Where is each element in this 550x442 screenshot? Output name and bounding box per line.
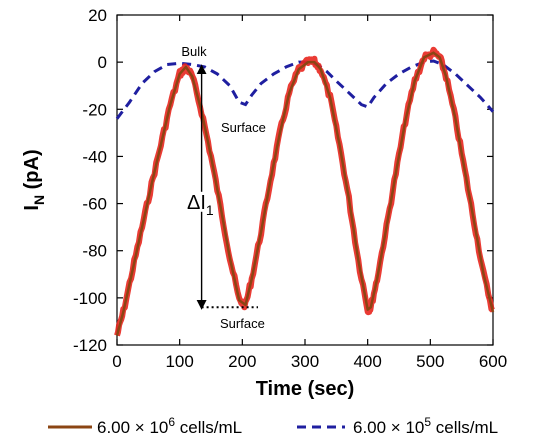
legend: 6.00 × 106 cells/mL 6.00 × 105 cells/mL [48, 415, 498, 437]
annotation-surface-upper: Surface [221, 120, 266, 135]
x-tick-label: 500 [416, 352, 444, 371]
y-axis: 20 0 -20 -40 -60 -80 -100 -120 [73, 6, 493, 355]
x-tick-label: 600 [479, 352, 507, 371]
y-axis-title: IN (pA) [21, 149, 47, 210]
legend-label-series-1: 6.00 × 106 cells/mL [97, 415, 242, 437]
series-1-line [115, 51, 495, 336]
x-tick-label: 100 [165, 352, 193, 371]
x-axis-title: Time (sec) [256, 378, 355, 400]
x-tick-label: 300 [291, 352, 319, 371]
y-tick-label: -60 [82, 195, 107, 214]
series-layer [114, 46, 495, 337]
y-tick-label: -120 [73, 336, 107, 355]
y-tick-label: 20 [88, 6, 107, 25]
y-axis-title-sub: N [31, 195, 47, 205]
y-tick-label: -20 [82, 100, 107, 119]
y-tick-label: 0 [98, 53, 107, 72]
delta-i1-main: ΔI [187, 192, 206, 214]
y-tick-label: -40 [82, 147, 107, 166]
series-2-line [115, 59, 495, 120]
x-tick-label: 0 [112, 352, 121, 371]
x-tick-label: 200 [228, 352, 256, 371]
delta-i1-sub: 1 [206, 202, 214, 218]
y-axis-title-main: I [21, 205, 43, 211]
y-tick-label: -80 [82, 242, 107, 261]
x-axis: 0 100 200 300 400 500 600 [112, 15, 507, 371]
y-tick-label: -100 [73, 289, 107, 308]
annotation-surface-lower: Surface [220, 316, 265, 331]
legend-label-series-2: 6.00 × 105 cells/mL [353, 415, 498, 437]
x-tick-label: 400 [353, 352, 381, 371]
y-axis-title-unit: (pA) [21, 149, 43, 189]
annotation-delta-i1: ΔI1 [187, 192, 214, 218]
annotation-bulk: Bulk [181, 44, 207, 59]
